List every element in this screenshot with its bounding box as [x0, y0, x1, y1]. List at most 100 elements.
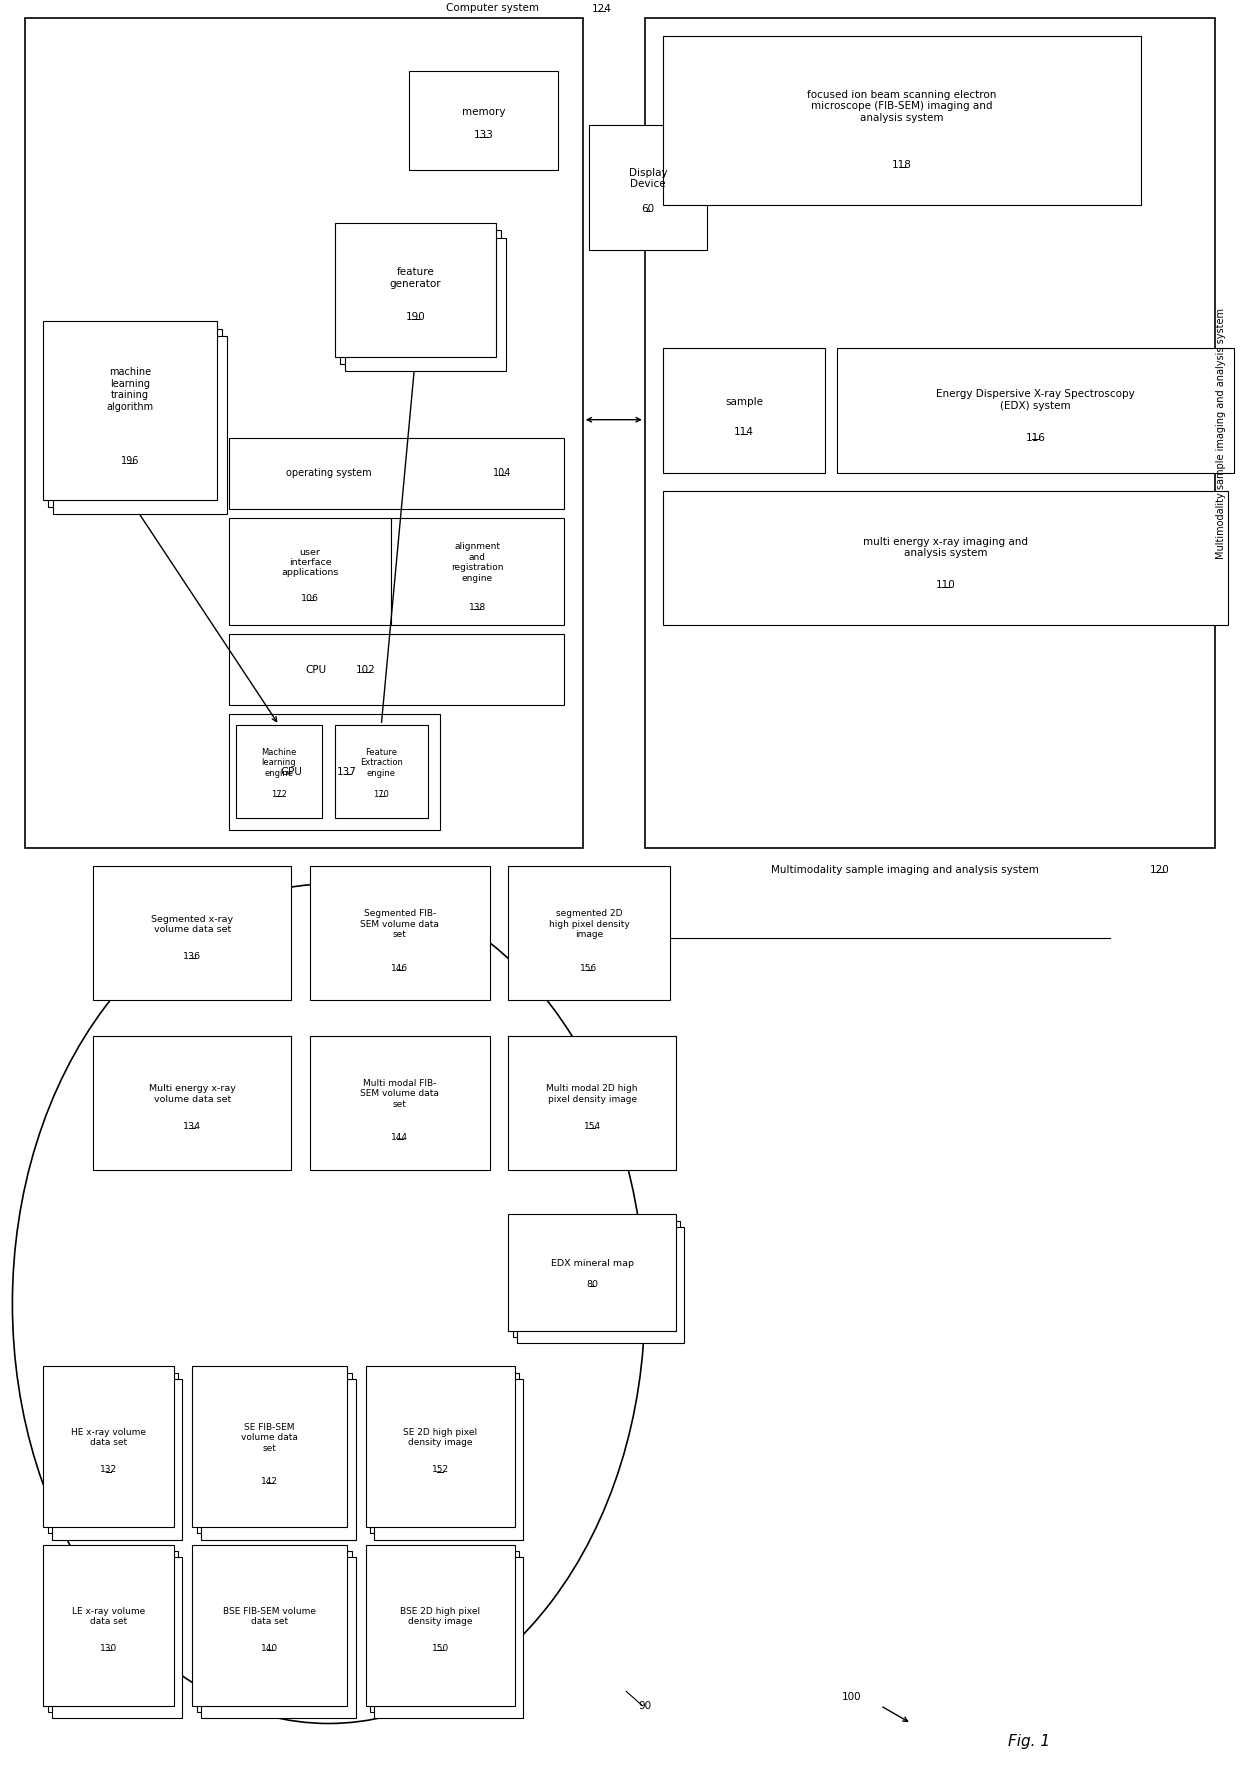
Bar — [310, 1036, 490, 1170]
Bar — [366, 1545, 515, 1706]
Bar — [391, 518, 564, 625]
Text: 134: 134 — [184, 1122, 201, 1131]
Text: multi energy x-ray imaging and
analysis system: multi energy x-ray imaging and analysis … — [863, 536, 1028, 559]
Text: 124: 124 — [591, 4, 611, 14]
Bar — [25, 18, 583, 848]
Text: 106: 106 — [301, 593, 319, 604]
Bar — [409, 71, 558, 170]
Bar — [192, 1545, 347, 1706]
Bar — [663, 491, 1228, 625]
Ellipse shape — [12, 884, 645, 1723]
Bar — [236, 725, 322, 818]
Text: Multi energy x-ray
volume data set: Multi energy x-ray volume data set — [149, 1084, 236, 1104]
Text: BSE FIB-SEM volume
data set: BSE FIB-SEM volume data set — [223, 1607, 316, 1625]
Bar — [837, 348, 1234, 473]
Bar — [310, 866, 490, 1000]
Text: 138: 138 — [469, 602, 486, 613]
Text: 116: 116 — [1025, 432, 1045, 443]
Bar — [345, 238, 506, 371]
Bar — [43, 1545, 174, 1706]
Bar — [47, 1372, 179, 1532]
Bar — [508, 1036, 676, 1170]
Text: Energy Dispersive X-ray Spectroscopy
(EDX) system: Energy Dispersive X-ray Spectroscopy (ED… — [936, 389, 1135, 411]
Text: 130: 130 — [100, 1643, 117, 1654]
Text: machine
learning
training
algorithm: machine learning training algorithm — [107, 366, 154, 413]
Bar — [513, 1222, 680, 1336]
Text: Fig. 1: Fig. 1 — [1008, 1734, 1050, 1748]
Text: 100: 100 — [842, 1691, 862, 1702]
Text: 102: 102 — [356, 664, 376, 675]
Bar — [589, 125, 707, 250]
Bar — [93, 866, 291, 1000]
Text: 136: 136 — [184, 952, 201, 961]
Text: 80: 80 — [587, 1279, 598, 1289]
Text: 154: 154 — [584, 1122, 600, 1131]
Bar — [43, 321, 217, 500]
Bar — [371, 1372, 520, 1532]
Text: HE x-ray volume
data set: HE x-ray volume data set — [71, 1429, 146, 1447]
Text: user
interface
applications: user interface applications — [281, 548, 339, 577]
Bar — [52, 1379, 182, 1540]
Text: 170: 170 — [373, 789, 389, 800]
Text: Multi modal FIB-
SEM volume data
set: Multi modal FIB- SEM volume data set — [361, 1079, 439, 1109]
Text: focused ion beam scanning electron
microscope (FIB-SEM) imaging and
analysis sys: focused ion beam scanning electron micro… — [807, 89, 997, 123]
Text: memory: memory — [461, 107, 506, 116]
Bar — [340, 230, 501, 364]
Bar — [192, 1366, 347, 1527]
Text: 172: 172 — [272, 789, 286, 800]
Bar — [196, 1550, 352, 1711]
Text: 150: 150 — [432, 1643, 449, 1654]
Bar — [201, 1557, 356, 1718]
Text: 104: 104 — [494, 468, 511, 479]
Text: LE x-ray volume
data set: LE x-ray volume data set — [72, 1607, 145, 1625]
Text: operating system: operating system — [285, 468, 372, 479]
Bar — [229, 518, 391, 625]
Text: 156: 156 — [580, 963, 598, 973]
Text: GPU: GPU — [280, 768, 303, 777]
Text: 190: 190 — [405, 313, 425, 321]
Text: 110: 110 — [936, 580, 955, 589]
Bar — [229, 438, 564, 509]
Bar — [663, 36, 1141, 205]
Text: Multimodality sample imaging and analysis system: Multimodality sample imaging and analysi… — [771, 864, 1039, 875]
Text: Multimodality sample imaging and analysis system: Multimodality sample imaging and analysi… — [1216, 307, 1226, 559]
Bar — [229, 714, 440, 830]
Text: feature
generator: feature generator — [389, 266, 441, 289]
Text: Display
Device: Display Device — [629, 168, 667, 189]
Text: 146: 146 — [392, 963, 408, 973]
Bar — [93, 1036, 291, 1170]
Bar — [335, 725, 428, 818]
Text: Segmented FIB-
SEM volume data
set: Segmented FIB- SEM volume data set — [361, 909, 439, 939]
Bar — [366, 1366, 515, 1527]
Bar — [201, 1379, 356, 1540]
Bar — [47, 1550, 179, 1711]
Bar — [374, 1379, 523, 1540]
Text: 120: 120 — [1149, 864, 1169, 875]
Text: 142: 142 — [262, 1477, 278, 1486]
Bar — [196, 1372, 352, 1532]
Text: 132: 132 — [100, 1465, 117, 1475]
Text: EDX mineral map: EDX mineral map — [551, 1259, 634, 1268]
Bar — [229, 634, 564, 705]
Text: Multi modal 2D high
pixel density image: Multi modal 2D high pixel density image — [547, 1084, 637, 1104]
Bar — [52, 1557, 182, 1718]
Text: 196: 196 — [122, 455, 139, 466]
Bar — [335, 223, 496, 357]
Text: 152: 152 — [432, 1465, 449, 1475]
Text: CPU: CPU — [305, 664, 327, 675]
Text: 140: 140 — [262, 1643, 278, 1654]
Text: alignment
and
registration
engine: alignment and registration engine — [451, 543, 503, 582]
Bar — [508, 1214, 676, 1331]
Text: 133: 133 — [474, 130, 494, 139]
Text: SE FIB-SEM
volume data
set: SE FIB-SEM volume data set — [242, 1423, 298, 1452]
Bar — [48, 329, 222, 507]
Text: 90: 90 — [639, 1700, 652, 1711]
Bar — [645, 18, 1215, 848]
Text: 144: 144 — [392, 1132, 408, 1143]
Text: sample: sample — [725, 396, 763, 407]
Text: SE 2D high pixel
density image: SE 2D high pixel density image — [403, 1429, 477, 1447]
Text: segmented 2D
high pixel density
image: segmented 2D high pixel density image — [548, 909, 630, 939]
Bar — [663, 348, 825, 473]
Text: 60: 60 — [641, 204, 655, 214]
Text: Feature
Extraction
engine: Feature Extraction engine — [360, 748, 403, 777]
